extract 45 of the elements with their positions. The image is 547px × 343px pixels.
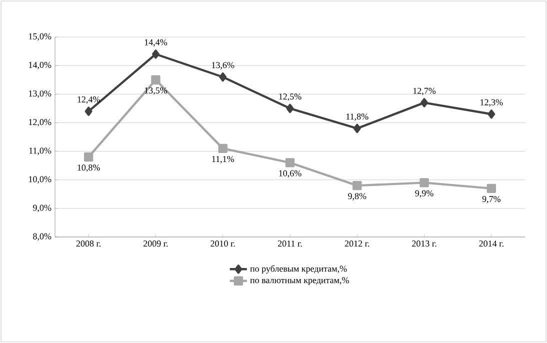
data-label: 11,8% <box>346 114 368 121</box>
data-label: 10,8% <box>78 164 100 172</box>
x-tick-label: 2010 г. <box>210 240 235 247</box>
legend-label: по рублевым кредитам,% <box>250 265 347 274</box>
point <box>285 158 295 168</box>
y-tick-label: 15,0% <box>29 33 52 41</box>
y-tick-label: 11,0% <box>29 148 52 155</box>
x-tick-label: 2013 г. <box>412 240 436 247</box>
data-label: 10,6% <box>279 170 302 178</box>
point <box>352 180 362 190</box>
x-tick-label: 2009 г. <box>144 240 168 247</box>
point <box>420 98 428 108</box>
y-tick-label: 14,0% <box>29 62 52 70</box>
point <box>286 104 294 114</box>
point <box>488 110 496 119</box>
y-tick-label: 13,0% <box>29 90 52 98</box>
point <box>218 144 228 154</box>
legend-label: по валютным кредитам,% <box>250 277 349 286</box>
x-tick-label: 2011 г. <box>278 240 302 247</box>
point <box>84 106 92 116</box>
point <box>420 178 429 188</box>
data-label: 9,8% <box>348 193 366 200</box>
point <box>84 152 94 162</box>
data-label: 12,4% <box>78 96 100 104</box>
point <box>219 72 227 82</box>
y-tick-label: 12,0% <box>29 119 52 126</box>
point <box>152 50 160 59</box>
x-tick-label: 2012 г. <box>344 240 370 247</box>
data-label: 11,1% <box>212 156 234 164</box>
data-label: 13,5% <box>144 87 168 95</box>
data-label: 12,7% <box>413 88 436 96</box>
data-label: 12,5% <box>279 94 302 101</box>
x-tick-label: 2014 г. <box>479 240 504 247</box>
y-tick-label: 9,0% <box>33 204 52 212</box>
point <box>486 184 496 194</box>
data-label: 13,6% <box>212 62 234 70</box>
data-label: 14,4% <box>144 39 168 47</box>
point <box>151 75 160 84</box>
data-label: 9,9% <box>415 190 434 198</box>
data-label: 12,3% <box>480 99 503 107</box>
y-tick-label: 8,0% <box>33 233 52 241</box>
data-label: 9,7% <box>482 196 500 204</box>
y-tick-label: 10,0% <box>29 176 52 184</box>
x-tick-label: 2008 г. <box>76 240 101 247</box>
point <box>353 124 361 134</box>
